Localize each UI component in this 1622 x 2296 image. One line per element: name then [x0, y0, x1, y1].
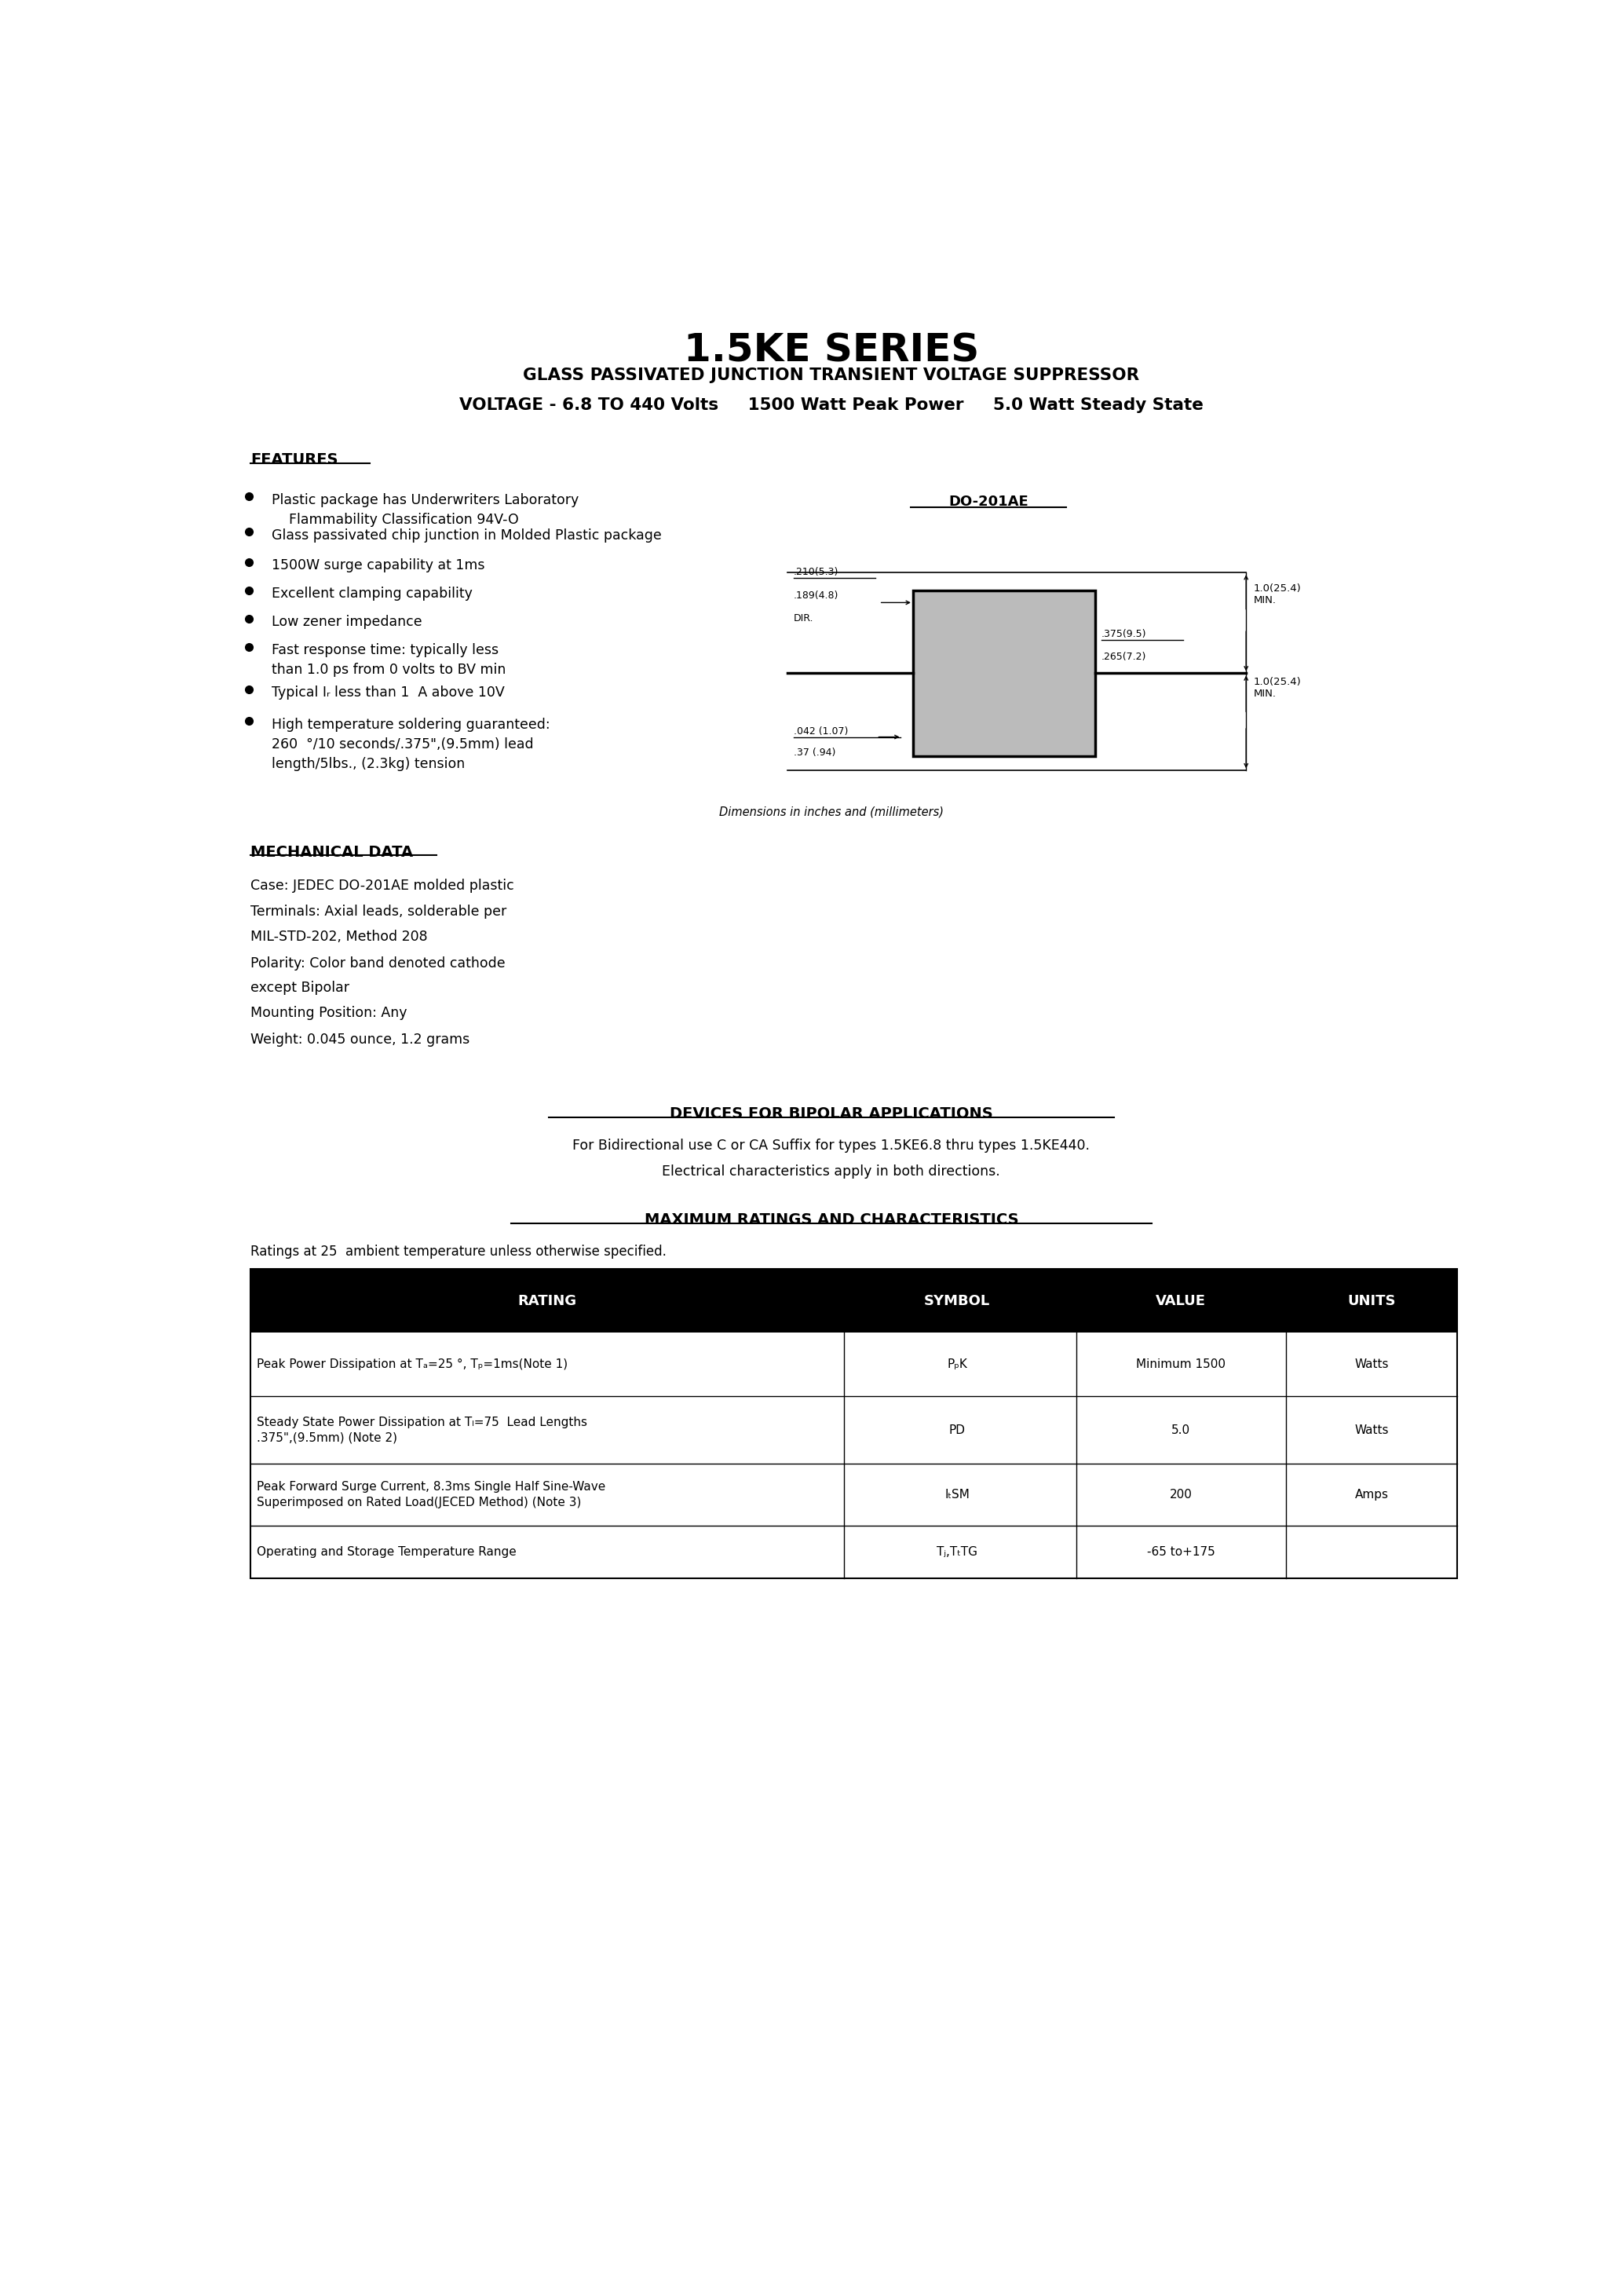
- Text: High temperature soldering guaranteed:
260  °/10 seconds/.375",(9.5mm) lead
leng: High temperature soldering guaranteed: 2…: [272, 716, 550, 771]
- Text: Operating and Storage Temperature Range: Operating and Storage Temperature Range: [256, 1545, 516, 1559]
- Text: .042 (1.07): .042 (1.07): [793, 726, 848, 737]
- Text: 1.5KE SERIES: 1.5KE SERIES: [683, 333, 980, 370]
- Text: .189(4.8): .189(4.8): [793, 590, 839, 602]
- Text: Electrical characteristics apply in both directions.: Electrical characteristics apply in both…: [662, 1164, 1001, 1178]
- Text: PₚK: PₚK: [947, 1359, 967, 1371]
- Text: For Bidirectional use C or CA Suffix for types 1.5KE6.8 thru types 1.5KE440.: For Bidirectional use C or CA Suffix for…: [573, 1139, 1090, 1153]
- Text: DO-201AE: DO-201AE: [949, 494, 1028, 510]
- Text: Steady State Power Dissipation at Tₗ=75  Lead Lengths
.375",(9.5mm) (Note 2): Steady State Power Dissipation at Tₗ=75 …: [256, 1417, 587, 1444]
- Text: VALUE: VALUE: [1155, 1295, 1205, 1309]
- Text: Excellent clamping capability: Excellent clamping capability: [272, 588, 472, 602]
- Text: RATING: RATING: [517, 1295, 577, 1309]
- Text: 5.0: 5.0: [1171, 1424, 1191, 1435]
- Text: Peak Power Dissipation at Tₐ=25 °, Tₚ=1ms(Note 1): Peak Power Dissipation at Tₐ=25 °, Tₚ=1m…: [256, 1359, 568, 1371]
- Text: Typical Iᵣ less than 1  A above 10V: Typical Iᵣ less than 1 A above 10V: [272, 687, 504, 700]
- Text: MECHANICAL DATA: MECHANICAL DATA: [250, 845, 414, 859]
- Text: GLASS PASSIVATED JUNCTION TRANSIENT VOLTAGE SUPPRESSOR: GLASS PASSIVATED JUNCTION TRANSIENT VOLT…: [522, 367, 1140, 383]
- Text: Watts: Watts: [1354, 1359, 1388, 1371]
- Text: 1.0(25.4)
MIN.: 1.0(25.4) MIN.: [1254, 583, 1301, 606]
- Text: Fast response time: typically less
than 1.0 ps from 0 volts to BV min: Fast response time: typically less than …: [272, 643, 506, 677]
- Text: Mounting Position: Any: Mounting Position: Any: [250, 1006, 407, 1019]
- Text: MAXIMUM RATINGS AND CHARACTERISTICS: MAXIMUM RATINGS AND CHARACTERISTICS: [644, 1212, 1019, 1228]
- Text: -65 to+175: -65 to+175: [1147, 1545, 1215, 1559]
- Text: Amps: Amps: [1354, 1488, 1388, 1499]
- Text: Low zener impedance: Low zener impedance: [272, 615, 422, 629]
- Text: .210(5.3): .210(5.3): [793, 567, 839, 576]
- Text: Minimum 1500: Minimum 1500: [1135, 1359, 1226, 1371]
- Text: .265(7.2): .265(7.2): [1101, 652, 1147, 661]
- Bar: [913, 590, 1095, 755]
- Text: 1.0(25.4)
MIN.: 1.0(25.4) MIN.: [1254, 677, 1301, 698]
- Text: Case: JEDEC DO-201AE molded plastic: Case: JEDEC DO-201AE molded plastic: [250, 879, 514, 893]
- Text: 1500W surge capability at 1ms: 1500W surge capability at 1ms: [272, 558, 485, 572]
- Text: PD: PD: [949, 1424, 965, 1435]
- Text: VOLTAGE - 6.8 TO 440 Volts     1500 Watt Peak Power     5.0 Watt Steady State: VOLTAGE - 6.8 TO 440 Volts 1500 Watt Pea…: [459, 397, 1204, 413]
- Text: UNITS: UNITS: [1348, 1295, 1397, 1309]
- Text: IₜSM: IₜSM: [944, 1488, 970, 1499]
- Text: Weight: 0.045 ounce, 1.2 grams: Weight: 0.045 ounce, 1.2 grams: [250, 1033, 470, 1047]
- Text: Dimensions in inches and (millimeters): Dimensions in inches and (millimeters): [719, 806, 944, 817]
- Text: except Bipolar: except Bipolar: [250, 980, 349, 994]
- Text: DIR.: DIR.: [793, 613, 814, 625]
- Text: Polarity: Color band denoted cathode: Polarity: Color band denoted cathode: [250, 955, 506, 971]
- Text: Terminals: Axial leads, solderable per: Terminals: Axial leads, solderable per: [250, 905, 506, 918]
- Bar: [250, 1270, 1457, 1332]
- Text: .37 (.94): .37 (.94): [793, 748, 835, 758]
- Text: .375(9.5): .375(9.5): [1101, 629, 1147, 638]
- Text: SYMBOL: SYMBOL: [925, 1295, 989, 1309]
- Bar: [250, 1270, 1457, 1577]
- Text: Tⱼ,TₜTG: Tⱼ,TₜTG: [936, 1545, 978, 1559]
- Text: Plastic package has Underwriters Laboratory
    Flammability Classification 94V-: Plastic package has Underwriters Laborat…: [272, 494, 579, 526]
- Text: Watts: Watts: [1354, 1424, 1388, 1435]
- Text: MIL-STD-202, Method 208: MIL-STD-202, Method 208: [250, 930, 428, 944]
- Text: DEVICES FOR BIPOLAR APPLICATIONS: DEVICES FOR BIPOLAR APPLICATIONS: [670, 1107, 993, 1120]
- Text: 200: 200: [1169, 1488, 1192, 1499]
- Text: Ratings at 25  ambient temperature unless otherwise specified.: Ratings at 25 ambient temperature unless…: [250, 1244, 667, 1258]
- Text: Glass passivated chip junction in Molded Plastic package: Glass passivated chip junction in Molded…: [272, 528, 662, 542]
- Text: FEATURES: FEATURES: [250, 452, 337, 466]
- Text: Peak Forward Surge Current, 8.3ms Single Half Sine-Wave
Superimposed on Rated Lo: Peak Forward Surge Current, 8.3ms Single…: [256, 1481, 605, 1508]
